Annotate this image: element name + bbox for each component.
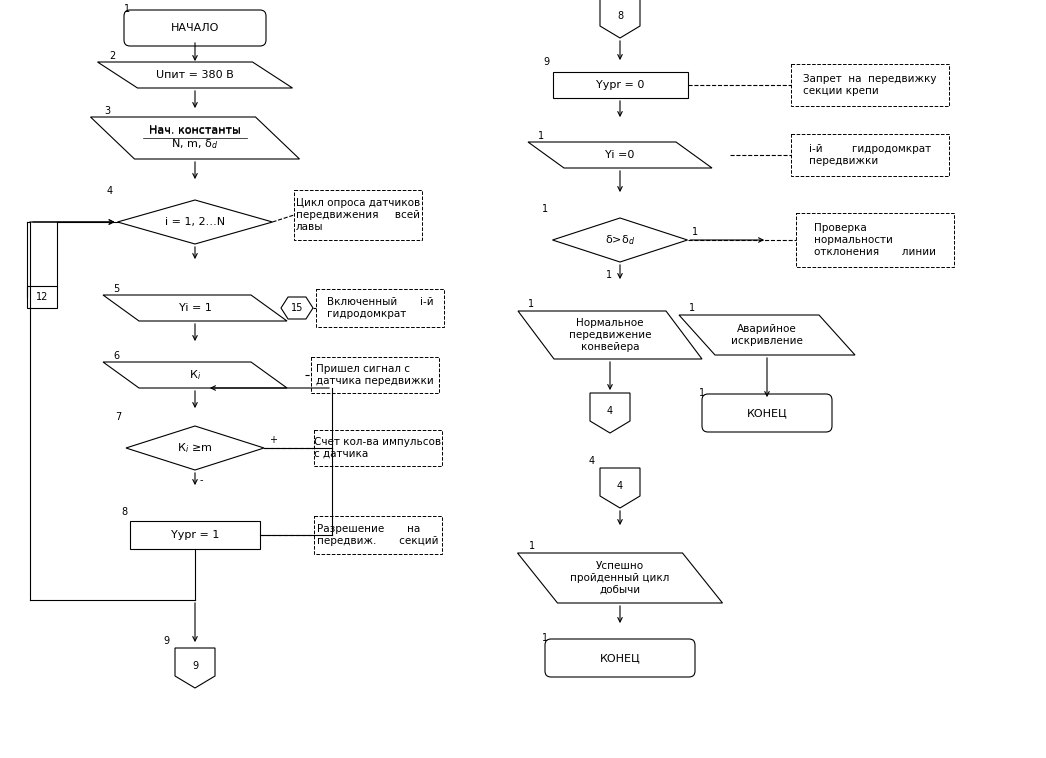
Text: i = 1, 2…N: i = 1, 2…N [165,217,225,227]
Text: Цикл опроса датчиков
передвижения     всей
лавы: Цикл опроса датчиков передвижения всей л… [296,199,420,232]
Text: Нач. константы: Нач. константы [150,126,241,136]
Text: Yypr = 0: Yypr = 0 [596,80,644,90]
Text: 6: 6 [113,351,119,361]
Text: 5: 5 [113,284,119,294]
Polygon shape [91,117,299,159]
Text: 12: 12 [36,292,48,302]
Text: Проверка
нормальности
отклонения       линии: Проверка нормальности отклонения линии [814,224,936,257]
Text: Разрешение       на
передвиж.       секций: Разрешение на передвиж. секций [317,525,438,546]
FancyBboxPatch shape [702,394,832,432]
Bar [311,357,439,393]
Text: 4: 4 [617,481,623,491]
Text: +: + [269,435,277,445]
Text: 1: 1 [689,303,695,313]
Text: i-й         гидродомкрат
передвижки: i-й гидродомкрат передвижки [809,144,931,166]
Text: 1: 1 [542,633,548,643]
Bar [552,72,687,98]
Text: 1: 1 [692,227,698,237]
Text: 15: 15 [291,303,303,313]
Text: Пришел сигнал с
датчика передвижки: Пришел сигнал с датчика передвижки [316,364,434,386]
Text: К$_i$ ≥m: К$_i$ ≥m [178,441,212,455]
Polygon shape [679,315,855,355]
Text: Yi =0: Yi =0 [606,150,635,160]
Bar [27,286,56,308]
Text: 2: 2 [109,51,115,61]
Text: КОНЕЦ: КОНЕЦ [599,653,640,663]
Text: НАЧАЛО: НАЧАЛО [170,23,220,33]
Bar [130,521,260,549]
Text: 1: 1 [542,204,548,214]
Text: 8: 8 [617,11,623,21]
Text: 9: 9 [164,636,170,646]
Bar [316,289,444,327]
Text: Yypr = 1: Yypr = 1 [170,530,220,540]
Text: 4: 4 [107,186,113,196]
Text: 1: 1 [529,541,535,551]
Text: δ>δ$_d$: δ>δ$_d$ [605,233,635,247]
Polygon shape [518,553,723,603]
Polygon shape [600,468,640,508]
Text: 1: 1 [699,388,705,398]
Bar [791,64,949,106]
Bar [796,213,954,267]
Text: Запрет  на  передвижку
секции крепи: Запрет на передвижку секции крепи [803,74,937,96]
Text: КОНЕЦ: КОНЕЦ [747,408,788,418]
FancyBboxPatch shape [124,10,266,46]
Text: К$_i$: К$_i$ [189,368,201,382]
Text: Счет кол-ва импульсов
с датчика: Счет кол-ва импульсов с датчика [315,437,441,459]
Polygon shape [590,393,630,433]
Bar [294,190,422,240]
Text: 1: 1 [538,131,544,141]
FancyBboxPatch shape [545,639,695,677]
Text: 4: 4 [589,456,595,466]
Text: 4: 4 [607,406,613,416]
Polygon shape [281,297,313,319]
Text: Yi = 1: Yi = 1 [179,303,211,313]
Polygon shape [518,311,702,359]
Bar [314,516,442,554]
Text: Аварийное
искривление: Аварийное искривление [731,324,803,346]
Polygon shape [126,426,264,470]
Polygon shape [175,648,215,688]
Polygon shape [117,200,273,244]
Text: Uпит = 380 В: Uпит = 380 В [156,70,234,80]
Text: 9: 9 [544,57,550,67]
Text: Включенный       i-й
гидродомкрат: Включенный i-й гидродомкрат [326,297,433,319]
Bar [791,134,949,176]
Text: Нач. константы
N, m, δ$_d$: Нач. константы N, m, δ$_d$ [150,125,241,151]
Text: 1: 1 [606,270,612,280]
Text: 3: 3 [104,106,110,116]
Text: -: - [200,475,204,485]
Polygon shape [97,62,293,88]
Text: 1: 1 [123,4,130,14]
Polygon shape [600,0,640,38]
Text: Нормальное
передвижение
конвейера: Нормальное передвижение конвейера [569,318,652,352]
Polygon shape [528,142,712,168]
Polygon shape [552,218,687,262]
Text: 8: 8 [121,507,127,517]
Text: 7: 7 [115,412,121,422]
Text: 9: 9 [191,661,198,671]
Polygon shape [103,362,287,388]
Text: Успешно
пройденный цикл
добычи: Успешно пройденный цикл добычи [570,562,669,594]
Text: 1: 1 [528,299,535,309]
Bar [314,430,442,466]
Polygon shape [103,295,287,321]
